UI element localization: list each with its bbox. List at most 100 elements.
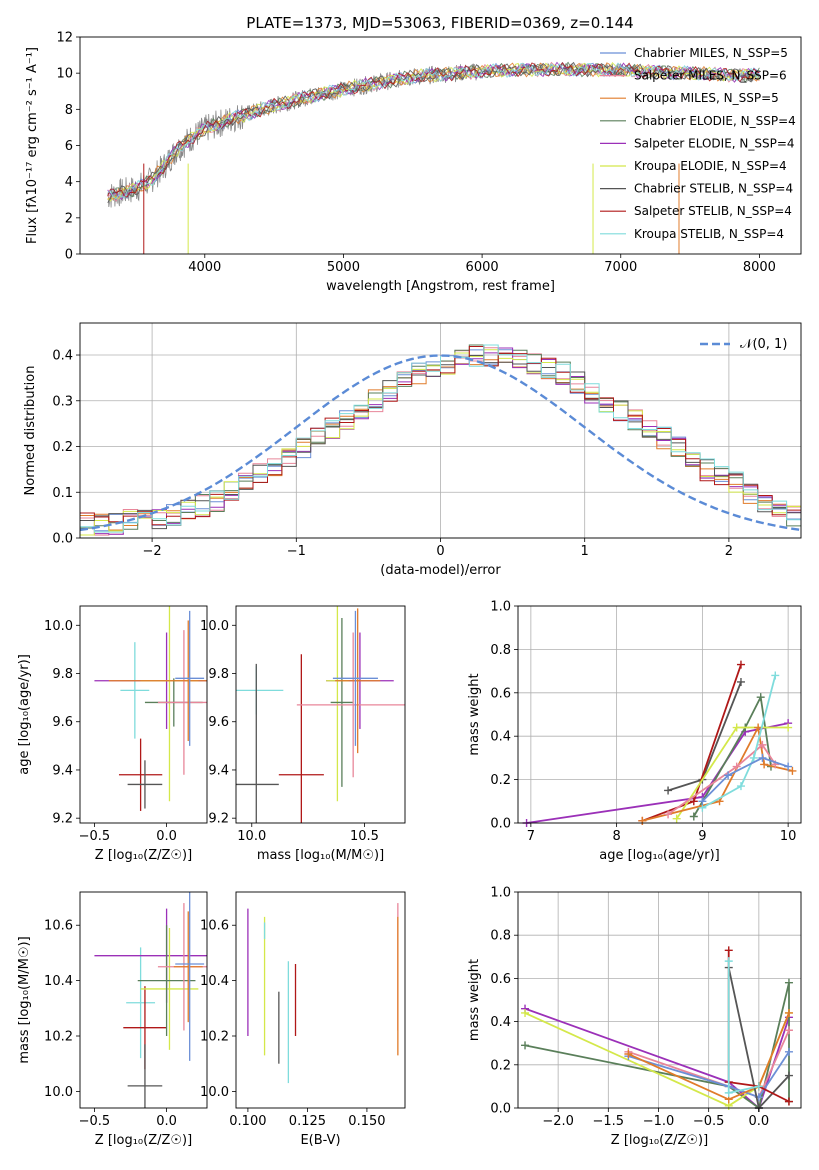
y-tick-label: 0.1 (52, 486, 73, 501)
x-tick-label: 1 (581, 544, 589, 559)
x-tick-label: 0.0 (156, 1114, 177, 1129)
data-point-marker (758, 753, 767, 762)
y-axis-label: Normed distribution (23, 366, 38, 496)
y-tick-label: 10.0 (200, 1085, 229, 1100)
y-tick-label: 0.0 (490, 1102, 511, 1117)
plot-area (80, 344, 801, 536)
age-vs-mass-panel: 10.0 10.5 9.2 9.4 9.6 9.8 10.0 mass [log₁₀(M/M☉… (200, 605, 406, 863)
x-tick-label: 2 (725, 544, 733, 559)
mass-weight-line (628, 1051, 790, 1099)
mass-weight-line (667, 743, 777, 816)
y-tick-label: 0.4 (490, 730, 511, 745)
x-tick-label: −0.5 (79, 829, 111, 844)
legend-entry: Salpeter MILES, N_SSP=6 (634, 69, 787, 83)
y-axis-label: Flux [fλ10⁻¹⁷ erg cm⁻² s⁻¹ A⁻¹] (25, 47, 40, 244)
x-tick-label: 8000 (743, 260, 776, 275)
plot-area (522, 660, 797, 827)
error-bar (126, 947, 156, 1059)
y-tick-label: 9.2 (52, 812, 73, 827)
y-tick-label: 0 (65, 248, 73, 263)
mass-weight-line (701, 675, 777, 809)
plot-area (247, 903, 399, 1084)
error-bar (175, 892, 205, 1061)
y-tick-label: 4 (65, 175, 73, 190)
y-tick-label: 9.6 (52, 715, 73, 730)
y-tick-label: 10.2 (44, 1030, 73, 1045)
mass-weight-line (727, 961, 760, 1095)
data-point-marker (724, 957, 733, 966)
mass-weight-line (701, 756, 789, 802)
legend-entry: Kroupa ELODIE, N_SSP=4 (634, 159, 787, 173)
data-point-marker (736, 677, 745, 686)
data-point-marker (784, 723, 793, 732)
error-bar (120, 642, 150, 739)
axes-frame (79, 605, 208, 824)
y-tick-label: 0.2 (52, 440, 73, 455)
y-tick-label: 10.2 (200, 1030, 229, 1045)
data-point-marker (698, 797, 707, 806)
x-tick-label: 0.0 (156, 829, 177, 844)
data-point-marker (736, 660, 745, 669)
y-tick-label: 9.6 (208, 715, 229, 730)
data-point-marker (664, 786, 673, 795)
data-point-marker (624, 1050, 633, 1058)
legend-entry: Salpeter ELODIE, N_SSP=4 (634, 136, 795, 150)
y-tick-label: 6 (65, 139, 73, 154)
error-bar (137, 925, 196, 1036)
error-bar (127, 760, 163, 809)
x-tick-label: 10 (780, 829, 797, 844)
x-tick-label: −2.0 (542, 1114, 574, 1129)
error-bar (173, 911, 203, 1023)
legend-entry: Salpeter STELIB, N_SSP=4 (634, 204, 792, 218)
error-bar (175, 610, 205, 746)
data-point-marker (784, 978, 793, 987)
y-tick-label: 0.4 (52, 349, 73, 364)
x-tick-label: 6000 (466, 260, 499, 275)
axes-frame (79, 891, 208, 1109)
data-point-marker (732, 723, 741, 732)
x-axis-label: Z [log₁₀(Z/Z☉)] (611, 1133, 708, 1148)
data-point-marker (689, 812, 698, 821)
y-tick-label: 10.0 (44, 1085, 73, 1100)
data-point-marker (664, 810, 673, 819)
x-tick-label: −1.0 (643, 1114, 675, 1129)
data-point-marker (784, 762, 793, 771)
legend-entry: 𝒩(0, 1) (740, 337, 787, 352)
plot-area (94, 892, 207, 1108)
axes-frame (517, 891, 802, 1109)
data-point-marker (784, 1026, 793, 1035)
legend-entry: Chabrier ELODIE, N_SSP=4 (634, 114, 796, 128)
y-tick-label: 1.0 (490, 886, 511, 901)
residual-histogram-panel: −2 −1 0 1 2 0.0 0.1 0.2 0.3 0.4 (data-model)/error… (23, 322, 802, 578)
error-bar (157, 630, 207, 775)
x-axis-label: (data-model)/error (380, 563, 501, 578)
x-tick-label: 10.5 (350, 829, 379, 844)
data-point-marker (784, 1008, 793, 1017)
y-tick-label: 0.0 (490, 817, 511, 832)
legend-entry: Kroupa STELIB, N_SSP=4 (634, 227, 784, 241)
x-tick-label: −1 (287, 544, 306, 559)
y-tick-label: 0.6 (490, 686, 511, 701)
plot-area (94, 606, 207, 811)
y-tick-label: 12 (56, 31, 73, 46)
y-tick-label: 10.0 (44, 619, 73, 634)
x-tick-label: 0.0 (749, 1114, 770, 1129)
y-tick-label: 2 (65, 211, 73, 226)
x-tick-label: 7000 (604, 260, 637, 275)
data-point-marker (689, 797, 698, 806)
error-bar (332, 610, 378, 746)
y-tick-label: 8 (65, 103, 73, 118)
plot-area (521, 946, 793, 1112)
y-tick-label: 10.4 (44, 974, 73, 989)
mass-vs-extinction-panel: 0.100 0.125 0.150 10.0 10.2 10.4 10.6 E(B-V) (200, 891, 406, 1148)
data-point-marker (784, 1071, 793, 1080)
normal-distribution-curve (80, 354, 801, 532)
data-point-marker (724, 1088, 733, 1097)
y-axis-label: mass weight (467, 959, 482, 1041)
data-point-marker (756, 693, 765, 702)
axes-frame (235, 605, 406, 824)
mass-vs-metallicity-panel: −0.5 0.0 10.0 10.2 10.4 10.6 Z [log₁₀(Z/Z☉)] ma… (17, 891, 208, 1148)
x-tick-label: 7 (527, 829, 535, 844)
model-spectrum-line (107, 62, 760, 200)
